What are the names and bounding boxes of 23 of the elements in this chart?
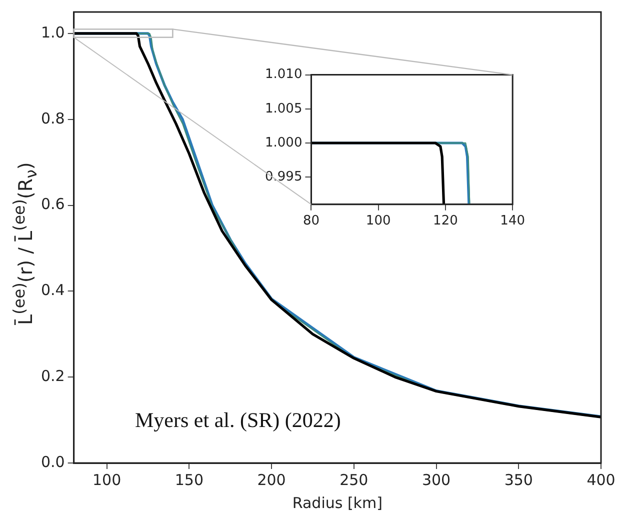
x-tick-label: 100 — [92, 470, 122, 489]
x-tick-label: 350 — [504, 470, 533, 489]
x-axis-title: Radius [km] — [292, 494, 382, 512]
y-tick-label: 0.4 — [40, 281, 65, 300]
y-tick-label: 0.8 — [40, 109, 65, 128]
y-tick-label: 0.0 — [40, 452, 65, 471]
x-tick-label: 150 — [174, 470, 204, 489]
x-tick-label: 120 — [433, 214, 458, 229]
y-tick-label: 1.005 — [265, 101, 302, 116]
y-tick-label: 0.2 — [40, 366, 65, 385]
x-tick-label: 300 — [422, 470, 451, 489]
x-tick-label: 200 — [257, 470, 286, 489]
y-tick-label: 1.0 — [40, 23, 65, 42]
x-tick-label: 80 — [302, 214, 320, 229]
y-tick-label: 1.000 — [265, 135, 302, 150]
y-tick-label: 0.6 — [40, 195, 65, 214]
y-tick-label: 0.995 — [265, 169, 302, 184]
x-tick-label: 140 — [500, 214, 526, 229]
annotation: Myers et al. (SR) (2022) — [135, 408, 341, 433]
x-tick-label: 100 — [366, 214, 391, 229]
y-tick-label: 1.010 — [265, 67, 302, 82]
x-tick-label: 250 — [340, 470, 368, 489]
x-tick-label: 400 — [586, 470, 616, 489]
